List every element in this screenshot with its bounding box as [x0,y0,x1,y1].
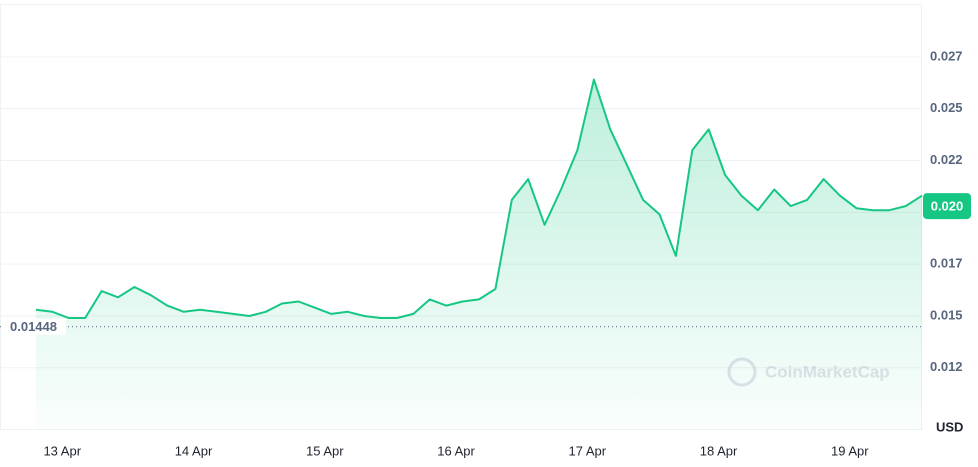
watermark-text: CoinMarketCap [765,362,890,381]
area [36,79,922,430]
watermark-logo [727,357,757,387]
marks [35,78,923,430]
x-tick-label: 16 Apr [437,443,475,458]
price-line [35,78,923,319]
y-tick-label: 0.015 [930,307,963,322]
x-tick-label: 15 Apr [306,443,344,458]
x-tick-label: 19 Apr [831,443,869,458]
current-price-badge [923,193,971,220]
x-tick-label: 14 Apr [175,443,213,458]
y-tick-label: 0.022 [930,152,963,167]
y-tick-label: 0.017 [930,256,963,271]
watermark: CoinMarketCap [727,357,890,387]
baseline-label-bg [4,318,66,335]
baseline-label: 0.01448 [10,319,57,334]
current-price-label: 0.020 [931,199,964,214]
x-tick-label: 17 Apr [568,443,606,458]
x-tick-label: 18 Apr [700,443,738,458]
y-tick-label: 0.025 [930,100,963,115]
x-tick-label: 13 Apr [43,443,81,458]
y-unit: USD [936,419,963,434]
y-tick-label: 0.012 [930,359,963,374]
y-tick-label: 0.027 [930,48,963,63]
